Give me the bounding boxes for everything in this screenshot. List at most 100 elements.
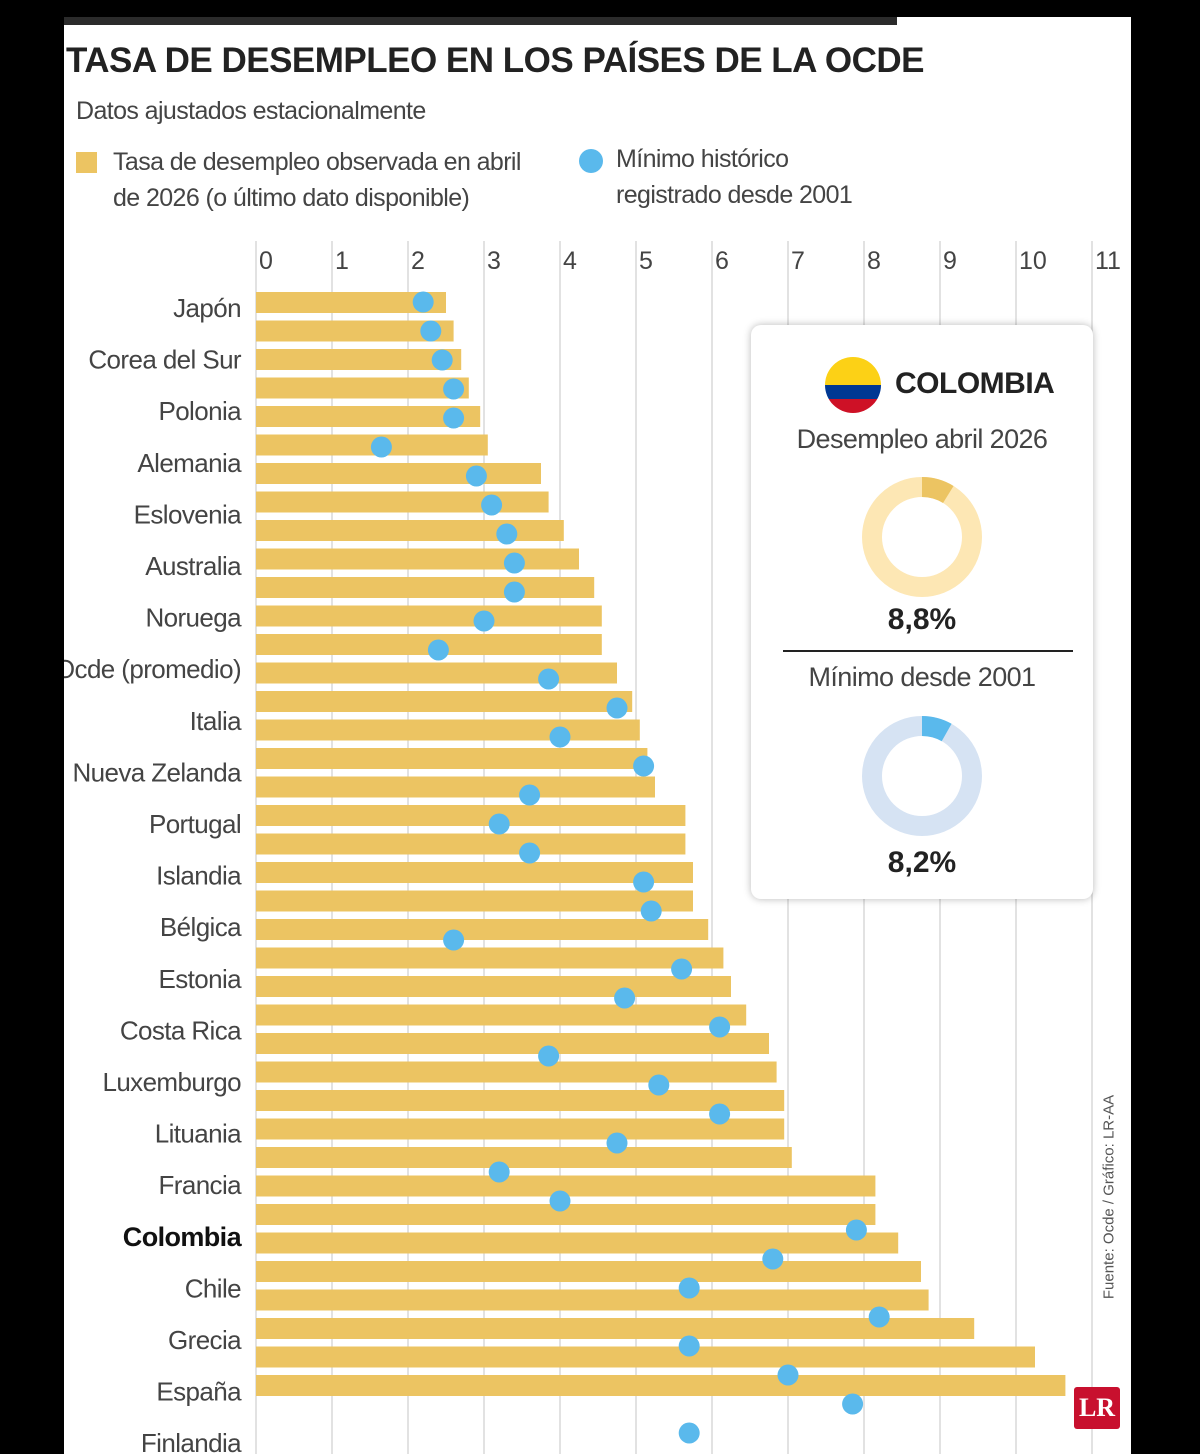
bar-17 <box>256 776 655 798</box>
min-dot-30 <box>488 1161 510 1183</box>
min-dot-10 <box>503 581 525 603</box>
flag-stripe-yellow <box>825 357 881 385</box>
bar-28 <box>256 1090 785 1111</box>
country-label-15: Luxemburgo <box>102 1067 241 1097</box>
min-dot-5 <box>370 436 392 458</box>
x-tick-label-9: 9 <box>943 247 957 275</box>
min-dot-20 <box>633 871 655 893</box>
minimum-rate-donut <box>862 716 982 836</box>
min-dot-8 <box>496 523 518 545</box>
bar-15 <box>256 719 640 741</box>
min-dot-16 <box>633 755 655 777</box>
min-dot-19 <box>519 842 541 864</box>
bar-31 <box>256 1175 876 1197</box>
min-dot-35 <box>868 1306 890 1328</box>
min-dot-4 <box>443 407 465 429</box>
country-label-12: Bélgica <box>160 912 242 942</box>
bar-11 <box>256 605 602 627</box>
panel-min-value: 8,2% <box>887 846 957 879</box>
bar-29 <box>256 1118 785 1140</box>
colombia-flag-icon <box>825 357 881 413</box>
panel-current-label: Desempleo abril 2026 <box>796 424 1048 454</box>
current-rate-donut <box>862 477 982 597</box>
lr-logo: LR <box>1074 1387 1120 1429</box>
country-label-2: Polonia <box>158 396 242 426</box>
min-dot-25 <box>709 1016 731 1038</box>
legend-dot-label-line1: Mínimo histórico <box>616 145 789 173</box>
country-label-7: Ocde (promedio) <box>64 654 241 684</box>
min-dot-28 <box>709 1103 731 1125</box>
bar-30 <box>256 1147 792 1168</box>
legend-bar-label-line2: de 2026 (o último dato disponible) <box>113 184 470 212</box>
min-dot-15 <box>549 726 571 748</box>
flag-stripe-red <box>825 399 881 413</box>
chart-title: TASA DE DESEMPLEO EN LOS PAÍSES DE LA OC… <box>66 41 925 80</box>
min-dot-34 <box>678 1277 700 1299</box>
bar-4 <box>256 406 481 427</box>
bar-34 <box>256 1261 921 1282</box>
bar-0 <box>256 292 446 313</box>
bar-32 <box>256 1204 876 1225</box>
bar-24 <box>256 976 731 997</box>
x-tick-label-1: 1 <box>335 247 349 275</box>
bar-2 <box>256 349 462 370</box>
min-dot-0 <box>412 291 434 313</box>
country-label-5: Australia <box>145 551 242 581</box>
x-tick-label-11: 11 <box>1095 247 1121 275</box>
bar-chart: 0 1 2 3 4 5 6 7 8 9 10 11 Japón Corea del Sur Polonia A… <box>64 241 1121 1454</box>
min-dot-38 <box>842 1393 864 1415</box>
x-tick-label-0: 0 <box>259 247 273 275</box>
x-tick-label-2: 2 <box>411 247 425 275</box>
min-dot-26 <box>538 1045 560 1067</box>
min-dot-29 <box>606 1132 628 1154</box>
country-label-19: Chile <box>185 1273 241 1303</box>
country-label-18: Colombia <box>123 1222 243 1252</box>
bar-7 <box>256 491 549 513</box>
bar-37 <box>256 1346 1035 1368</box>
legend-dot-swatch <box>579 149 603 173</box>
bar-33 <box>256 1232 899 1254</box>
infographic: TASA DE DESEMPLEO EN LOS PAÍSES DE LA OC… <box>64 17 1131 1454</box>
country-label-17: Francia <box>159 1170 243 1200</box>
country-label-22: Finlandia <box>141 1428 242 1454</box>
bar-19 <box>256 833 686 855</box>
min-dot-18 <box>488 813 510 835</box>
legend-entry-historic-minimum: Mínimo histórico registrado desde 2001 <box>579 141 853 213</box>
min-donut-fill <box>862 716 982 836</box>
min-dot-7 <box>481 494 503 516</box>
min-dot-11 <box>473 610 495 632</box>
legend-bar-label-line1: Tasa de desempleo observada en abril <box>113 148 521 176</box>
country-label-11: Islandia <box>156 861 242 891</box>
min-dot-2 <box>431 349 453 371</box>
bar-6 <box>256 463 541 484</box>
min-dot-37 <box>777 1364 799 1386</box>
panel-country-name: COLOMBIA <box>895 367 1055 400</box>
bar-9 <box>256 548 579 570</box>
bar-38 <box>256 1375 1066 1396</box>
min-dot-27 <box>648 1074 670 1096</box>
min-dot-1 <box>420 320 442 342</box>
min-dot-9 <box>503 552 525 574</box>
bar-36 <box>256 1318 975 1339</box>
bar-13 <box>256 662 617 684</box>
min-dot-17 <box>519 784 541 806</box>
x-tick-label-5: 5 <box>639 247 653 275</box>
min-dot-6 <box>465 465 487 487</box>
min-dot-24 <box>614 987 636 1009</box>
min-donut-track <box>862 716 982 836</box>
bar-26 <box>256 1033 769 1054</box>
bar-8 <box>256 520 564 541</box>
bar-12 <box>256 634 602 655</box>
bar-10 <box>256 577 595 598</box>
country-label-10: Portugal <box>149 809 241 839</box>
x-tick-label-3: 3 <box>487 247 501 275</box>
current-donut-fill <box>862 477 982 597</box>
country-label-4: Eslovenia <box>134 499 242 529</box>
bar-14 <box>256 691 633 712</box>
legend-dot-label-line2: registrado desde 2001 <box>616 181 853 209</box>
panel-min-label: Mínimo desde 2001 <box>808 662 1037 692</box>
x-tick-label-7: 7 <box>791 247 805 275</box>
min-dot-14 <box>606 697 628 719</box>
current-donut-track <box>862 477 982 597</box>
min-dot-31 <box>549 1190 571 1212</box>
